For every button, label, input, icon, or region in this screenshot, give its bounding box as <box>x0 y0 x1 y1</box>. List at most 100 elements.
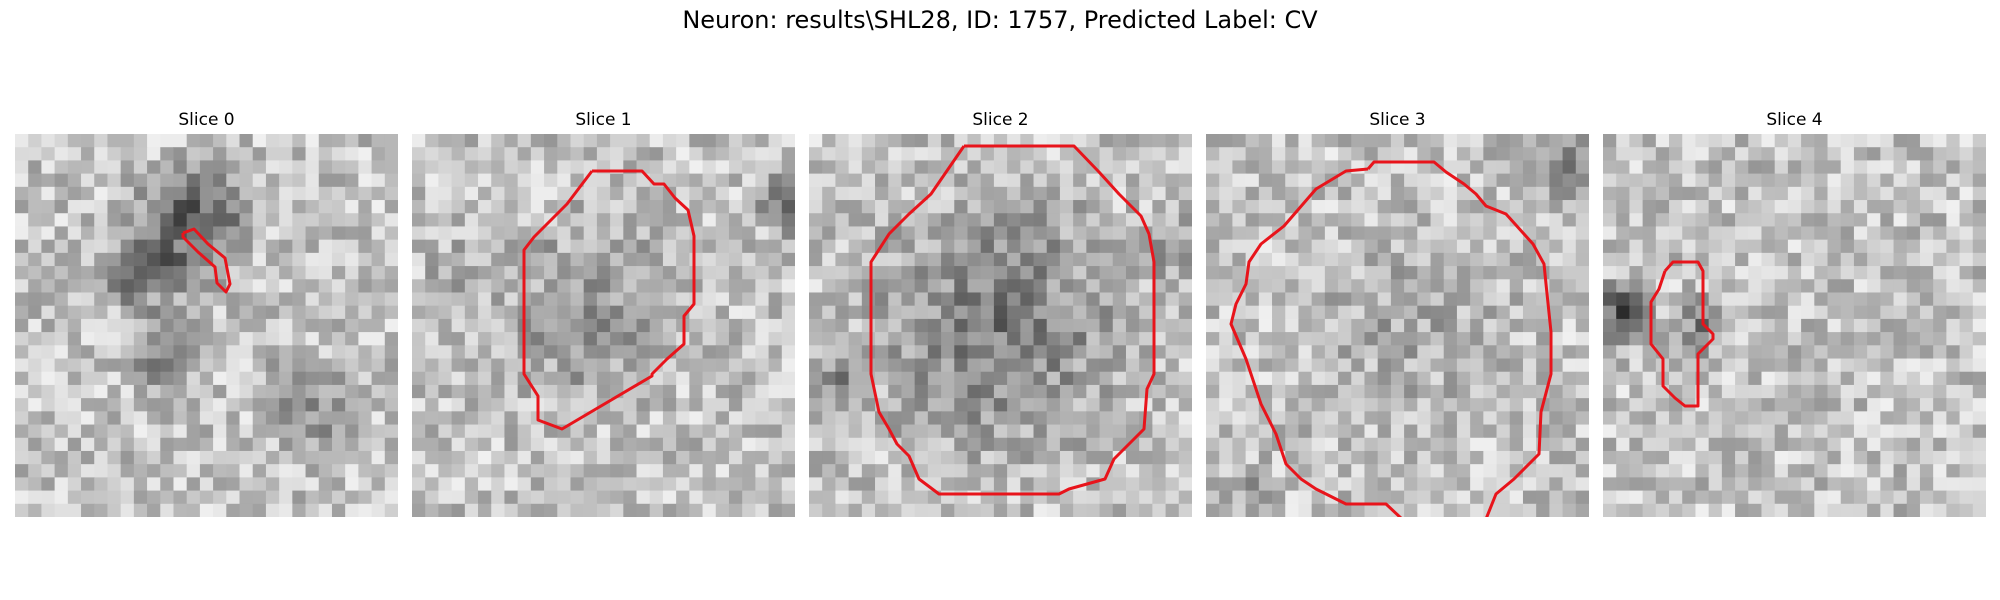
pixel <box>822 437 837 452</box>
pixel <box>1867 147 1881 162</box>
pixel <box>822 411 837 426</box>
pixel <box>1761 200 1776 214</box>
pixel <box>768 279 783 294</box>
pixel <box>133 398 148 412</box>
pixel <box>1470 371 1484 386</box>
pixel <box>702 490 717 505</box>
pixel <box>54 200 69 214</box>
pixel <box>742 318 756 333</box>
pixel <box>914 384 929 399</box>
pixel <box>451 464 466 478</box>
pixel <box>504 226 519 241</box>
pixel <box>728 160 743 175</box>
pixel <box>1880 450 1895 465</box>
pixel <box>1338 239 1352 254</box>
pixel <box>941 292 955 307</box>
pixel <box>980 450 995 465</box>
pixel <box>623 464 638 478</box>
pixel <box>1721 200 1736 214</box>
pixel <box>1219 464 1234 478</box>
pixel <box>318 279 333 294</box>
pixel <box>1351 450 1366 465</box>
pixel <box>941 437 955 452</box>
pixel <box>1549 398 1564 412</box>
pixel <box>927 345 942 360</box>
pixel <box>728 239 743 254</box>
pixel <box>1603 503 1617 517</box>
pixel <box>1364 371 1379 386</box>
pixel <box>517 503 532 517</box>
pixel <box>1219 490 1234 505</box>
pixel <box>702 318 717 333</box>
pixel <box>15 398 29 412</box>
pixel <box>15 345 29 360</box>
pixel <box>848 266 863 280</box>
pixel <box>504 437 519 452</box>
pixel <box>94 305 109 320</box>
pixel <box>371 305 386 320</box>
pixel <box>305 424 320 439</box>
pixel <box>822 477 837 492</box>
pixel <box>1178 371 1192 386</box>
pixel <box>781 450 795 465</box>
pixel <box>1787 147 1802 162</box>
pixel <box>848 213 863 228</box>
pixel <box>1377 318 1392 333</box>
pixel <box>1616 252 1631 267</box>
pixel <box>1046 186 1061 201</box>
pixel <box>1708 134 1723 148</box>
pixel <box>1351 279 1366 294</box>
pixel <box>1086 384 1101 399</box>
pixel <box>331 424 346 439</box>
pixel <box>1059 424 1074 439</box>
pixel <box>425 358 440 373</box>
pixel <box>1470 345 1484 360</box>
pixel <box>1351 398 1366 412</box>
pixel <box>504 384 519 399</box>
pixel <box>318 490 333 505</box>
pixel <box>702 332 717 346</box>
pixel <box>94 266 109 280</box>
pixel <box>186 503 201 517</box>
pixel <box>768 371 783 386</box>
pixel <box>279 384 293 399</box>
pixel <box>676 173 690 188</box>
pixel <box>1443 358 1458 373</box>
pixel <box>1761 477 1776 492</box>
pixel <box>305 239 320 254</box>
pixel <box>1867 411 1881 426</box>
pixel <box>1629 477 1644 492</box>
pixel <box>1232 213 1247 228</box>
pixel <box>1245 464 1260 478</box>
pixel <box>848 450 863 465</box>
pixel <box>1735 213 1749 228</box>
pixel <box>384 398 398 412</box>
pixel <box>173 160 188 175</box>
pixel <box>318 200 333 214</box>
pixel <box>1020 358 1035 373</box>
pixel <box>941 398 955 412</box>
pixel <box>252 160 267 175</box>
pixel <box>848 464 863 478</box>
pixel <box>980 371 995 386</box>
pixel <box>835 411 850 426</box>
pixel <box>1840 503 1855 517</box>
pixel <box>1682 358 1697 373</box>
pixel <box>715 503 730 517</box>
pixel <box>888 490 903 505</box>
pixel <box>1682 477 1697 492</box>
pixel <box>861 345 876 360</box>
pixel <box>1404 371 1418 386</box>
pixel <box>848 305 863 320</box>
pixel <box>1139 292 1153 307</box>
pixel <box>636 266 651 280</box>
pixel <box>133 200 148 214</box>
pixel <box>1470 160 1484 175</box>
pixel <box>1483 345 1498 360</box>
pixel <box>1906 305 1921 320</box>
pixel <box>464 147 479 162</box>
pixel <box>570 345 585 360</box>
pixel <box>1443 424 1458 439</box>
pixel <box>809 358 823 373</box>
pixel <box>1509 160 1524 175</box>
